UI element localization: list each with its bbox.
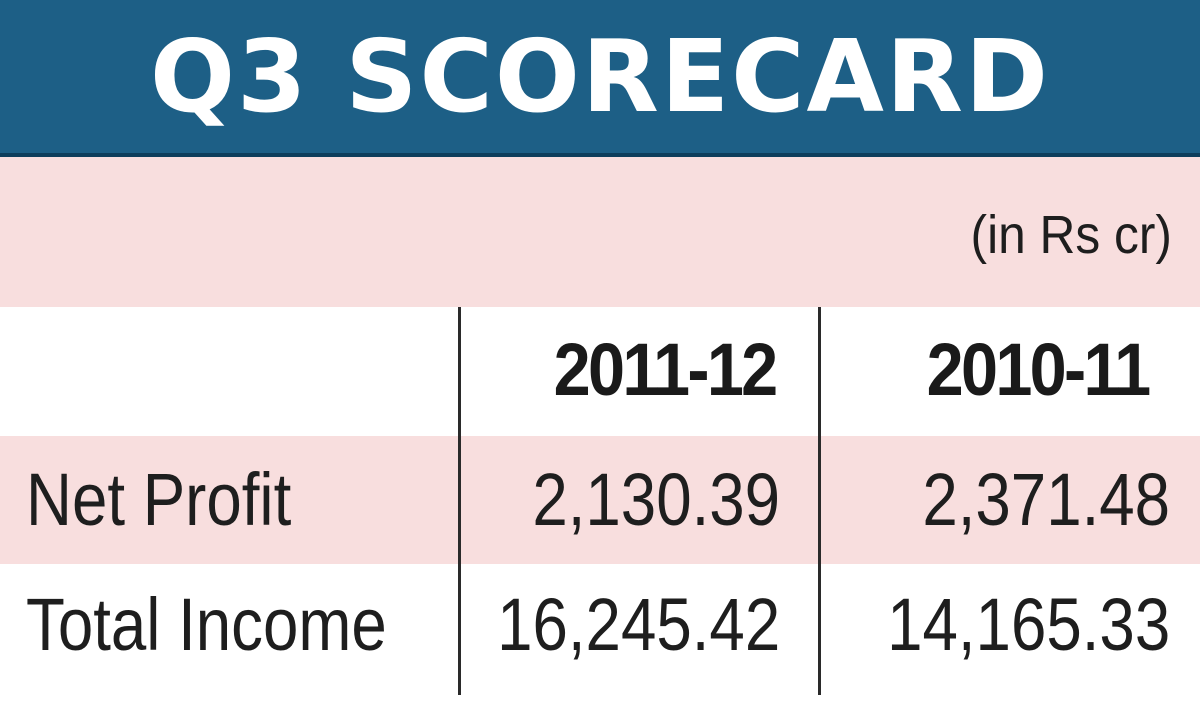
table-cell: 2,130.39 [532,458,780,541]
column-header-2010-11: 2010-11 [926,328,1151,411]
unit-note: (in Rs cr) [970,205,1172,265]
row-highlight-net-profit [0,436,1200,564]
unit-band [0,157,1200,307]
title-bar: Q3 SCORECARD [0,0,1200,157]
row-label-net-profit: Net Profit [26,458,292,541]
column-divider [458,307,461,695]
column-header-2011-12: 2011-12 [553,328,778,411]
table-cell: 2,371.48 [922,458,1170,541]
scorecard-title: Q3 SCORECARD [150,17,1050,135]
row-label-total-income: Total Income [26,583,387,666]
column-divider [818,307,821,695]
table-cell: 16,245.42 [496,583,780,666]
table-cell: 14,165.33 [886,583,1170,666]
